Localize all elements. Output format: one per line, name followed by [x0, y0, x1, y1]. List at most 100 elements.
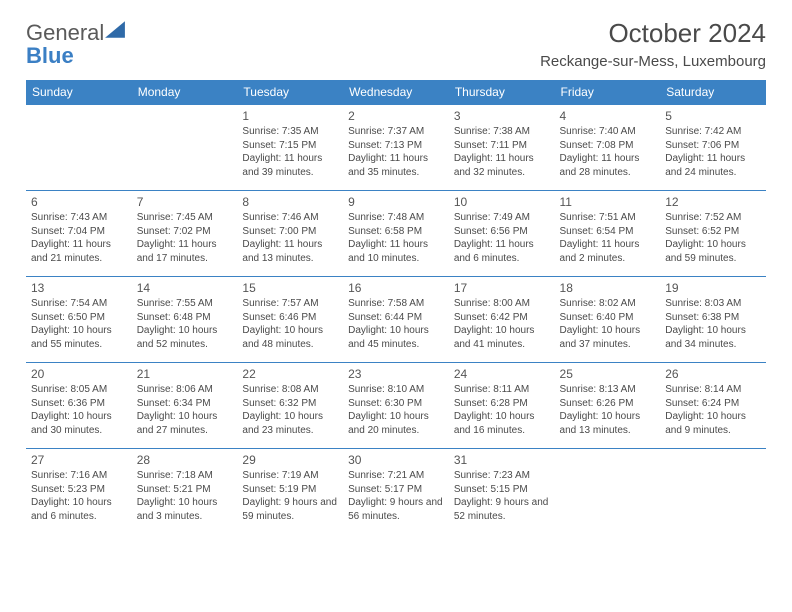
day-number: 23	[348, 366, 444, 382]
calendar-day-cell: 3Sunrise: 7:38 AMSunset: 7:11 PMDaylight…	[449, 105, 555, 191]
sunrise-text: Sunrise: 8:14 AM	[665, 383, 761, 397]
calendar-day-cell: 5Sunrise: 7:42 AMSunset: 7:06 PMDaylight…	[660, 105, 766, 191]
day-number: 22	[242, 366, 338, 382]
daylight-text: Daylight: 11 hours and 39 minutes.	[242, 152, 338, 179]
calendar-day-cell: 17Sunrise: 8:00 AMSunset: 6:42 PMDayligh…	[449, 277, 555, 363]
day-number: 21	[137, 366, 233, 382]
calendar-day-cell: 14Sunrise: 7:55 AMSunset: 6:48 PMDayligh…	[132, 277, 238, 363]
daylight-text: Daylight: 10 hours and 41 minutes.	[454, 324, 550, 351]
day-number: 14	[137, 280, 233, 296]
sunset-text: Sunset: 5:21 PM	[137, 483, 233, 497]
sunset-text: Sunset: 7:02 PM	[137, 225, 233, 239]
logo-word1: General	[26, 20, 104, 45]
sunset-text: Sunset: 6:24 PM	[665, 397, 761, 411]
calendar-body: 1Sunrise: 7:35 AMSunset: 7:15 PMDaylight…	[26, 105, 766, 535]
day-number: 16	[348, 280, 444, 296]
sunrise-text: Sunrise: 8:08 AM	[242, 383, 338, 397]
sunrise-text: Sunrise: 8:11 AM	[454, 383, 550, 397]
sunrise-text: Sunrise: 7:16 AM	[31, 469, 127, 483]
day-number: 25	[560, 366, 656, 382]
daylight-text: Daylight: 10 hours and 27 minutes.	[137, 410, 233, 437]
day-header-row: SundayMondayTuesdayWednesdayThursdayFrid…	[26, 80, 766, 105]
location-label: Reckange-sur-Mess, Luxembourg	[540, 53, 766, 70]
calendar-day-cell: 31Sunrise: 7:23 AMSunset: 5:15 PMDayligh…	[449, 449, 555, 535]
daylight-text: Daylight: 11 hours and 28 minutes.	[560, 152, 656, 179]
daylight-text: Daylight: 10 hours and 37 minutes.	[560, 324, 656, 351]
calendar-day-cell: 23Sunrise: 8:10 AMSunset: 6:30 PMDayligh…	[343, 363, 449, 449]
sunset-text: Sunset: 6:30 PM	[348, 397, 444, 411]
sunrise-text: Sunrise: 8:05 AM	[31, 383, 127, 397]
calendar-day-cell: 16Sunrise: 7:58 AMSunset: 6:44 PMDayligh…	[343, 277, 449, 363]
daylight-text: Daylight: 10 hours and 23 minutes.	[242, 410, 338, 437]
sunset-text: Sunset: 7:11 PM	[454, 139, 550, 153]
calendar-day-cell: 30Sunrise: 7:21 AMSunset: 5:17 PMDayligh…	[343, 449, 449, 535]
sunset-text: Sunset: 6:44 PM	[348, 311, 444, 325]
sunset-text: Sunset: 6:38 PM	[665, 311, 761, 325]
sunset-text: Sunset: 6:34 PM	[137, 397, 233, 411]
sunrise-text: Sunrise: 7:52 AM	[665, 211, 761, 225]
calendar-empty-cell	[660, 449, 766, 535]
calendar-day-cell: 11Sunrise: 7:51 AMSunset: 6:54 PMDayligh…	[555, 191, 661, 277]
logo-word2: Blue	[26, 43, 74, 68]
sunset-text: Sunset: 7:13 PM	[348, 139, 444, 153]
sunrise-text: Sunrise: 7:18 AM	[137, 469, 233, 483]
calendar-week-row: 20Sunrise: 8:05 AMSunset: 6:36 PMDayligh…	[26, 363, 766, 449]
calendar-day-cell: 6Sunrise: 7:43 AMSunset: 7:04 PMDaylight…	[26, 191, 132, 277]
calendar-week-row: 27Sunrise: 7:16 AMSunset: 5:23 PMDayligh…	[26, 449, 766, 535]
sunrise-text: Sunrise: 7:23 AM	[454, 469, 550, 483]
sunset-text: Sunset: 7:04 PM	[31, 225, 127, 239]
day-number: 13	[31, 280, 127, 296]
daylight-text: Daylight: 11 hours and 13 minutes.	[242, 238, 338, 265]
day-number: 24	[454, 366, 550, 382]
calendar-empty-cell	[26, 105, 132, 191]
calendar-day-cell: 19Sunrise: 8:03 AMSunset: 6:38 PMDayligh…	[660, 277, 766, 363]
daylight-text: Daylight: 9 hours and 59 minutes.	[242, 496, 338, 523]
day-number: 17	[454, 280, 550, 296]
sunrise-text: Sunrise: 7:55 AM	[137, 297, 233, 311]
calendar-empty-cell	[555, 449, 661, 535]
day-number: 9	[348, 194, 444, 210]
calendar-day-cell: 27Sunrise: 7:16 AMSunset: 5:23 PMDayligh…	[26, 449, 132, 535]
sunset-text: Sunset: 6:40 PM	[560, 311, 656, 325]
calendar-day-cell: 4Sunrise: 7:40 AMSunset: 7:08 PMDaylight…	[555, 105, 661, 191]
daylight-text: Daylight: 10 hours and 45 minutes.	[348, 324, 444, 351]
calendar-day-cell: 8Sunrise: 7:46 AMSunset: 7:00 PMDaylight…	[237, 191, 343, 277]
daylight-text: Daylight: 11 hours and 6 minutes.	[454, 238, 550, 265]
day-number: 27	[31, 452, 127, 468]
day-number: 29	[242, 452, 338, 468]
calendar-day-cell: 28Sunrise: 7:18 AMSunset: 5:21 PMDayligh…	[132, 449, 238, 535]
sunrise-text: Sunrise: 8:06 AM	[137, 383, 233, 397]
sunset-text: Sunset: 6:42 PM	[454, 311, 550, 325]
sunset-text: Sunset: 6:58 PM	[348, 225, 444, 239]
calendar-day-cell: 9Sunrise: 7:48 AMSunset: 6:58 PMDaylight…	[343, 191, 449, 277]
sunset-text: Sunset: 7:15 PM	[242, 139, 338, 153]
sunrise-text: Sunrise: 8:13 AM	[560, 383, 656, 397]
day-header: Wednesday	[343, 80, 449, 105]
daylight-text: Daylight: 10 hours and 6 minutes.	[31, 496, 127, 523]
daylight-text: Daylight: 11 hours and 17 minutes.	[137, 238, 233, 265]
sunset-text: Sunset: 6:56 PM	[454, 225, 550, 239]
sunset-text: Sunset: 6:54 PM	[560, 225, 656, 239]
daylight-text: Daylight: 9 hours and 52 minutes.	[454, 496, 550, 523]
daylight-text: Daylight: 9 hours and 56 minutes.	[348, 496, 444, 523]
calendar-day-cell: 20Sunrise: 8:05 AMSunset: 6:36 PMDayligh…	[26, 363, 132, 449]
sunrise-text: Sunrise: 7:58 AM	[348, 297, 444, 311]
calendar-day-cell: 21Sunrise: 8:06 AMSunset: 6:34 PMDayligh…	[132, 363, 238, 449]
daylight-text: Daylight: 10 hours and 20 minutes.	[348, 410, 444, 437]
sunrise-text: Sunrise: 7:46 AM	[242, 211, 338, 225]
sunrise-text: Sunrise: 7:51 AM	[560, 211, 656, 225]
sunrise-text: Sunrise: 7:43 AM	[31, 211, 127, 225]
calendar-day-cell: 26Sunrise: 8:14 AMSunset: 6:24 PMDayligh…	[660, 363, 766, 449]
day-number: 7	[137, 194, 233, 210]
daylight-text: Daylight: 10 hours and 48 minutes.	[242, 324, 338, 351]
sunset-text: Sunset: 5:15 PM	[454, 483, 550, 497]
sunrise-text: Sunrise: 7:49 AM	[454, 211, 550, 225]
daylight-text: Daylight: 10 hours and 30 minutes.	[31, 410, 127, 437]
day-number: 10	[454, 194, 550, 210]
calendar-day-cell: 25Sunrise: 8:13 AMSunset: 6:26 PMDayligh…	[555, 363, 661, 449]
day-header: Sunday	[26, 80, 132, 105]
daylight-text: Daylight: 10 hours and 55 minutes.	[31, 324, 127, 351]
sunset-text: Sunset: 7:00 PM	[242, 225, 338, 239]
day-header: Thursday	[449, 80, 555, 105]
daylight-text: Daylight: 11 hours and 35 minutes.	[348, 152, 444, 179]
